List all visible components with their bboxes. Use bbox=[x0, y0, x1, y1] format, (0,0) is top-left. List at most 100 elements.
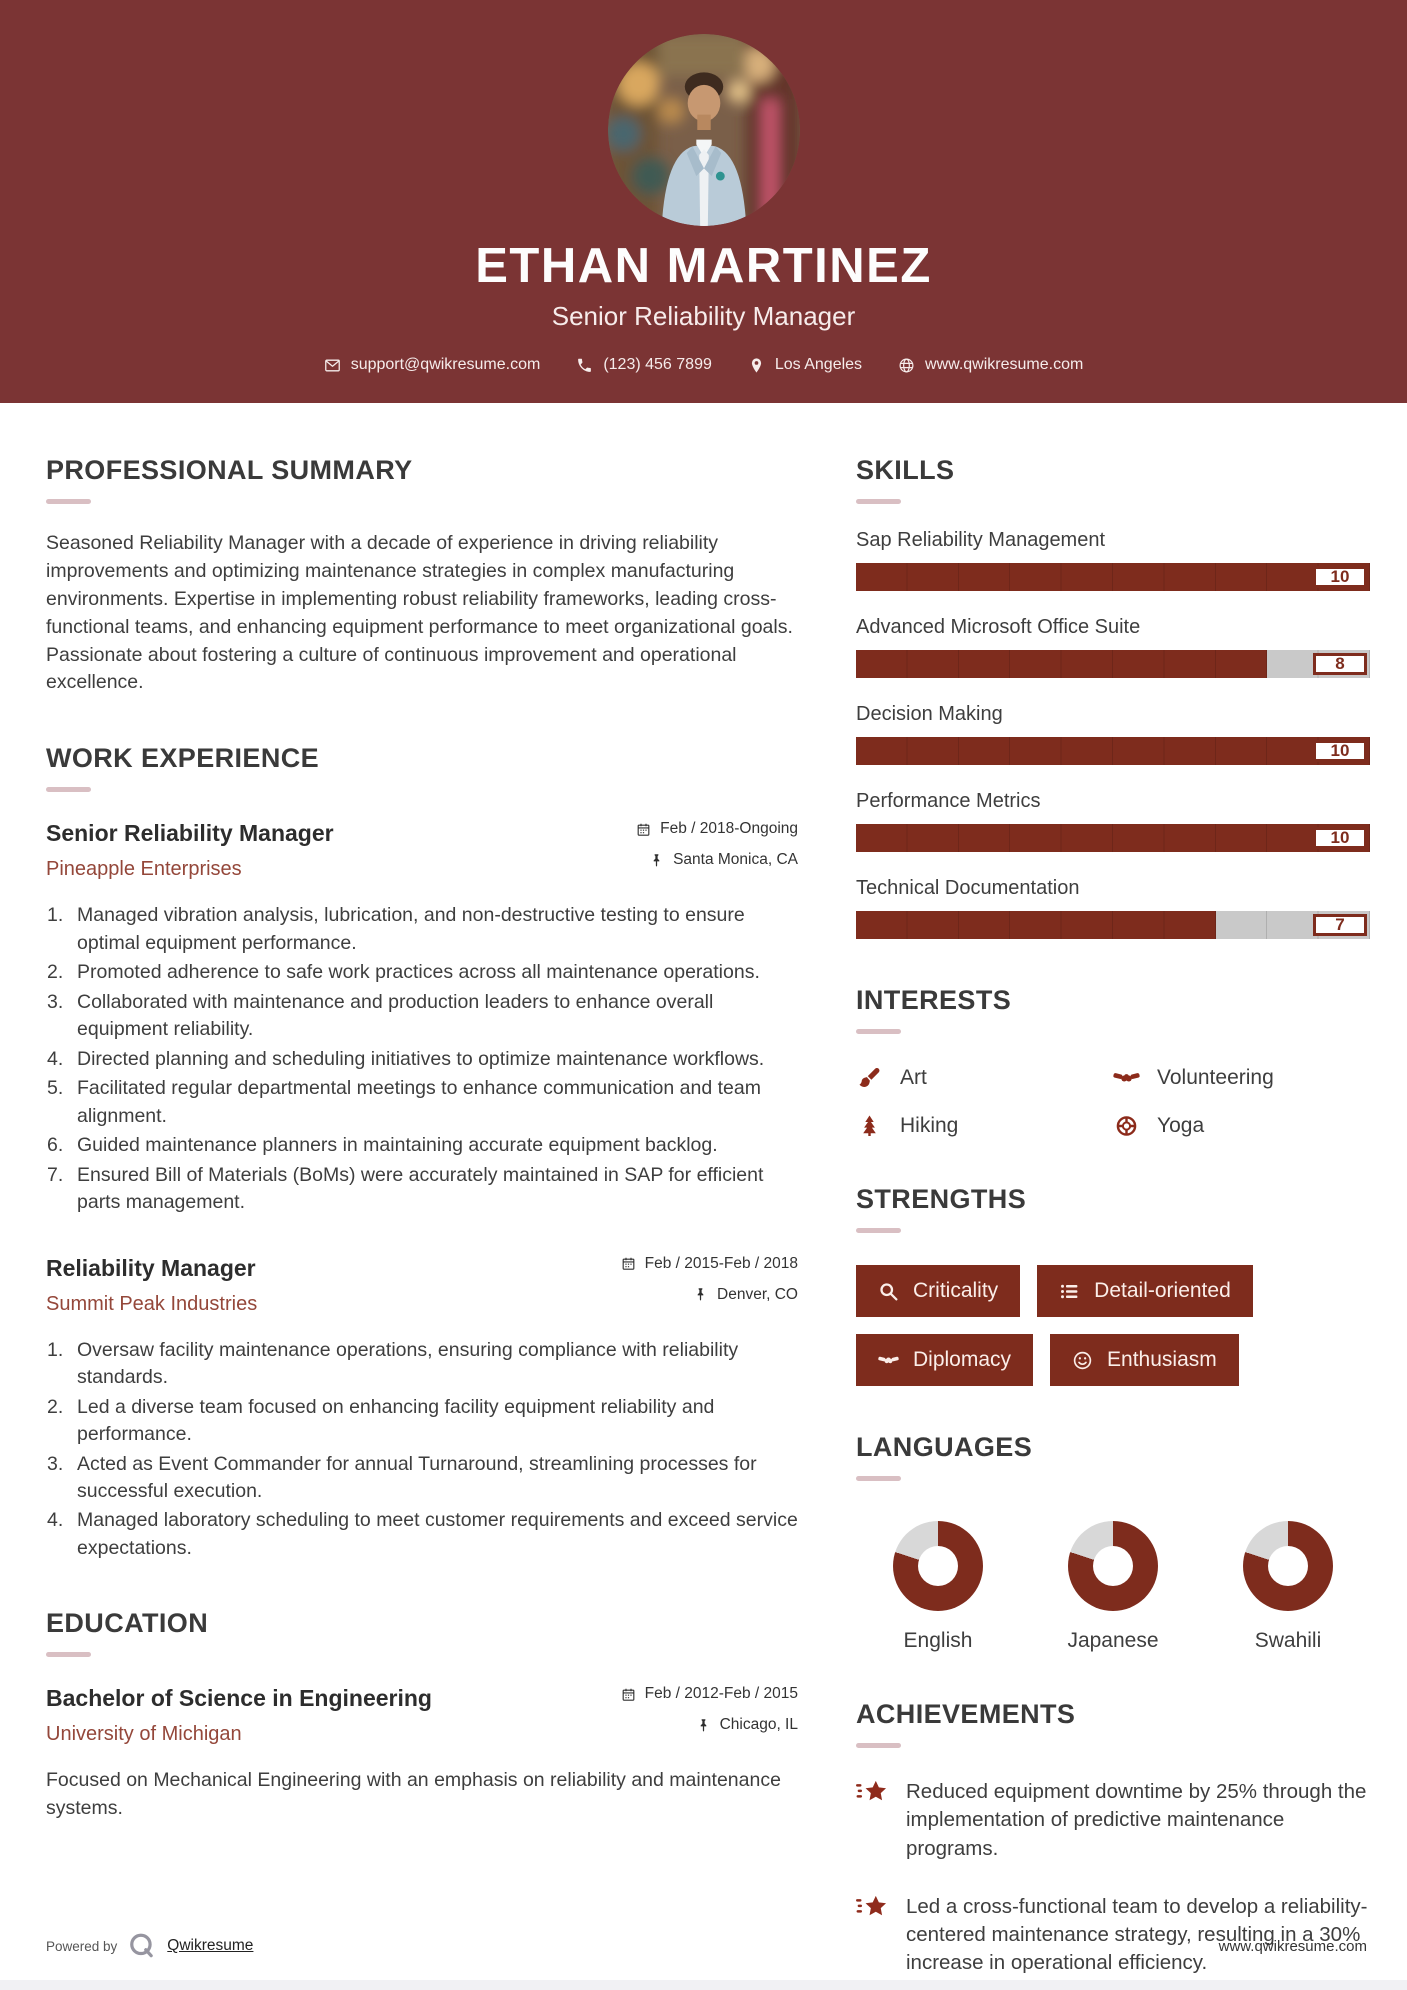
job-title-company: Reliability Manager Summit Peak Industri… bbox=[46, 1255, 257, 1316]
powered-by: Powered by Qwikresume bbox=[46, 1932, 253, 1960]
job-bullet: Led a diverse team focused on enhancing … bbox=[47, 1394, 715, 1446]
section-work-experience: WORK EXPERIENCE Senior Reliability Manag… bbox=[46, 743, 798, 1562]
calendar-icon bbox=[637, 823, 650, 836]
footer-site-link[interactable]: www.qwikresume.com bbox=[1218, 1937, 1367, 1955]
header: ETHAN MARTINEZ Senior Reliability Manage… bbox=[0, 0, 1407, 403]
interest-label: Volunteering bbox=[1157, 1066, 1274, 1089]
left-column: PROFESSIONAL SUMMARY Seasoned Reliabilit… bbox=[46, 455, 798, 1978]
skill-bar-fill bbox=[856, 824, 1370, 852]
job-title: Senior Reliability Manager bbox=[46, 820, 334, 847]
job-title-company: Senior Reliability Manager Pineapple Ent… bbox=[46, 820, 334, 881]
pushpin-icon bbox=[700, 1719, 706, 1732]
interest-item: Yoga bbox=[1113, 1114, 1370, 1138]
section-interests: INTERESTS Art Volunteering Hiking bbox=[856, 985, 1370, 1138]
education-degree: Bachelor of Science in Engineering bbox=[46, 1685, 432, 1712]
education-meta: Feb / 2012-Feb / 2015 Chicago, IL bbox=[621, 1685, 798, 1747]
contact-email[interactable]: support@qwikresume.com bbox=[324, 356, 541, 374]
contact-email-text: support@qwikresume.com bbox=[350, 356, 541, 373]
phone-icon bbox=[578, 358, 592, 372]
heading-underline bbox=[856, 1228, 901, 1233]
job-bullet: Facilitated regular departmental meeting… bbox=[47, 1075, 761, 1127]
list-icon bbox=[1061, 1284, 1078, 1298]
smiley-icon bbox=[1073, 1351, 1092, 1369]
skill-bar-fill bbox=[856, 737, 1370, 765]
strengths-pills: Criticality Detail-oriented Diplomacy En… bbox=[856, 1265, 1370, 1386]
skill-item: Technical Documentation 7 bbox=[856, 877, 1370, 939]
skill-bar: 8 bbox=[856, 650, 1370, 678]
contact-phone: (123) 456 7899 bbox=[576, 356, 712, 374]
pushpin-icon bbox=[653, 854, 660, 867]
education-location-text: Chicago, IL bbox=[719, 1716, 798, 1734]
skill-bar-fill bbox=[856, 563, 1370, 591]
job-location-text: Santa Monica, CA bbox=[673, 851, 798, 869]
job-location: Santa Monica, CA bbox=[636, 851, 798, 869]
job-company: Summit Peak Industries bbox=[46, 1292, 258, 1315]
job-bullet: Directed planning and scheduling initiat… bbox=[47, 1046, 765, 1074]
interest-item: Volunteering bbox=[1113, 1066, 1370, 1090]
job-bullet: Oversaw facility maintenance operations,… bbox=[47, 1337, 739, 1389]
paintbrush-icon bbox=[859, 1068, 880, 1087]
skill-value-badge: 7 bbox=[1313, 914, 1367, 936]
language-item: Swahili bbox=[1210, 1521, 1366, 1653]
job-entry: Senior Reliability Manager Pineapple Ent… bbox=[46, 820, 798, 1216]
education-school: University of Michigan bbox=[46, 1723, 242, 1746]
main-content: PROFESSIONAL SUMMARY Seasoned Reliabilit… bbox=[0, 403, 1407, 1978]
right-column: SKILLS Sap Reliability Management 10 Adv… bbox=[856, 455, 1370, 1978]
heading-underline bbox=[856, 1743, 901, 1748]
profile-photo-illustration bbox=[607, 34, 800, 226]
achievement-item: Reduced equipment downtime by 25% throug… bbox=[856, 1778, 1370, 1863]
interest-label: Art bbox=[900, 1066, 927, 1089]
language-label: Swahili bbox=[1254, 1629, 1322, 1652]
achievement-text: Reduced equipment downtime by 25% throug… bbox=[906, 1780, 1367, 1860]
contact-website[interactable]: www.qwikresume.com bbox=[898, 356, 1083, 374]
language-label: English bbox=[903, 1629, 973, 1652]
skill-label: Technical Documentation bbox=[856, 877, 1080, 899]
strength-pill: Enthusiasm bbox=[1050, 1334, 1239, 1386]
education-header: Bachelor of Science in Engineering Unive… bbox=[46, 1685, 798, 1747]
calendar-icon bbox=[622, 1688, 634, 1701]
qwikresume-link[interactable]: Qwikresume bbox=[167, 1937, 254, 1954]
experience-heading: WORK EXPERIENCE bbox=[46, 743, 320, 774]
interest-label: Yoga bbox=[1157, 1114, 1205, 1137]
handshake-icon bbox=[878, 1356, 899, 1363]
powered-by-label: Powered by bbox=[46, 1938, 118, 1954]
contact-website-text: www.qwikresume.com bbox=[925, 356, 1084, 373]
language-label: Japanese bbox=[1067, 1629, 1159, 1652]
contact-location: Los Angeles bbox=[748, 356, 862, 374]
contact-row: support@qwikresume.com (123) 456 7899 Lo… bbox=[0, 356, 1407, 374]
skill-value-badge: 10 bbox=[1313, 827, 1367, 849]
heading-underline bbox=[856, 1029, 901, 1034]
skill-item: Performance Metrics 10 bbox=[856, 790, 1370, 852]
interest-item: Art bbox=[856, 1066, 1113, 1090]
skill-label: Performance Metrics bbox=[856, 790, 1041, 812]
achievement-item: Led a cross-functional team to develop a… bbox=[856, 1893, 1370, 1978]
skill-bar-fill bbox=[856, 650, 1268, 678]
heading-underline bbox=[46, 499, 91, 504]
skill-label: Sap Reliability Management bbox=[856, 529, 1106, 551]
section-achievements: ACHIEVEMENTS Reduced equipment downtime … bbox=[856, 1699, 1370, 1978]
job-meta: Feb / 2018-Ongoing Santa Monica, CA bbox=[636, 820, 798, 882]
candidate-name: ETHAN MARTINEZ bbox=[475, 239, 932, 293]
handshake-icon bbox=[1113, 1073, 1140, 1082]
job-bullet: Managed laboratory scheduling to meet cu… bbox=[47, 1507, 798, 1559]
skill-value-badge: 10 bbox=[1313, 566, 1367, 588]
interests-heading: INTERESTS bbox=[856, 985, 1012, 1015]
education-dates: Feb / 2012-Feb / 2015 bbox=[621, 1685, 798, 1703]
job-location: Denver, CO bbox=[621, 1286, 798, 1304]
job-dates-text: Feb / 2018-Ongoing bbox=[660, 820, 798, 838]
language-item: Japanese bbox=[1035, 1521, 1191, 1653]
interest-item: Hiking bbox=[856, 1114, 1113, 1138]
strength-label: Detail-oriented bbox=[1094, 1279, 1231, 1302]
job-bullet-list: Managed vibration analysis, lubrication,… bbox=[46, 902, 798, 1216]
skill-item: Sap Reliability Management 10 bbox=[856, 529, 1370, 591]
qwikresume-logo-icon bbox=[130, 1933, 154, 1958]
heading-underline bbox=[46, 1652, 91, 1658]
language-donut-chart bbox=[893, 1521, 983, 1611]
skill-item: Decision Making 10 bbox=[856, 703, 1370, 765]
skill-bar: 10 bbox=[856, 563, 1370, 591]
strength-label: Enthusiasm bbox=[1107, 1348, 1217, 1371]
achievement-text: Led a cross-functional team to develop a… bbox=[906, 1894, 1368, 1975]
education-degree-school: Bachelor of Science in Engineering Unive… bbox=[46, 1685, 432, 1746]
job-dates: Feb / 2015-Feb / 2018 bbox=[621, 1255, 798, 1273]
shooting-star-icon bbox=[856, 1780, 887, 1801]
